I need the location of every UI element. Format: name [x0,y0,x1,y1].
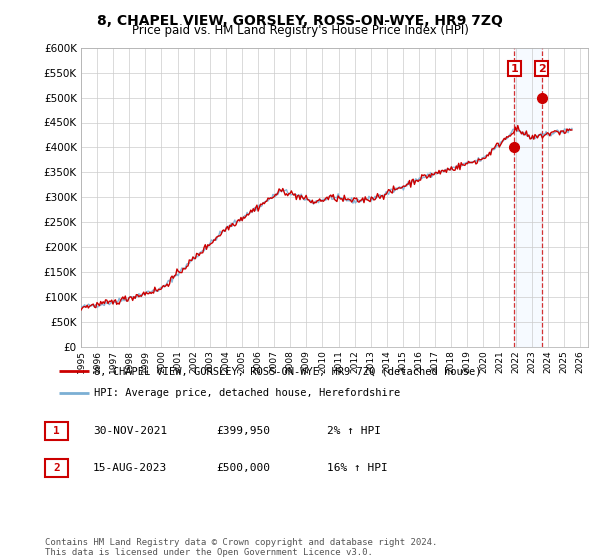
Text: 2% ↑ HPI: 2% ↑ HPI [327,426,381,436]
Text: 2: 2 [53,463,60,473]
Text: 2: 2 [538,64,545,73]
Text: £500,000: £500,000 [216,463,270,473]
Bar [514,48,542,347]
Text: 15-AUG-2023: 15-AUG-2023 [93,463,167,473]
Text: 30-NOV-2021: 30-NOV-2021 [93,426,167,436]
Text: 1: 1 [53,426,60,436]
Text: 8, CHAPEL VIEW, GORSLEY, ROSS-ON-WYE, HR9 7ZQ: 8, CHAPEL VIEW, GORSLEY, ROSS-ON-WYE, HR… [97,14,503,28]
Text: £399,950: £399,950 [216,426,270,436]
Text: 1: 1 [511,64,518,73]
Text: Contains HM Land Registry data © Crown copyright and database right 2024.
This d: Contains HM Land Registry data © Crown c… [45,538,437,557]
Text: 16% ↑ HPI: 16% ↑ HPI [327,463,388,473]
Text: 8, CHAPEL VIEW, GORSLEY, ROSS-ON-WYE, HR9 7ZQ (detached house): 8, CHAPEL VIEW, GORSLEY, ROSS-ON-WYE, HR… [94,366,482,376]
Text: HPI: Average price, detached house, Herefordshire: HPI: Average price, detached house, Here… [94,388,400,398]
Text: Price paid vs. HM Land Registry's House Price Index (HPI): Price paid vs. HM Land Registry's House … [131,24,469,37]
